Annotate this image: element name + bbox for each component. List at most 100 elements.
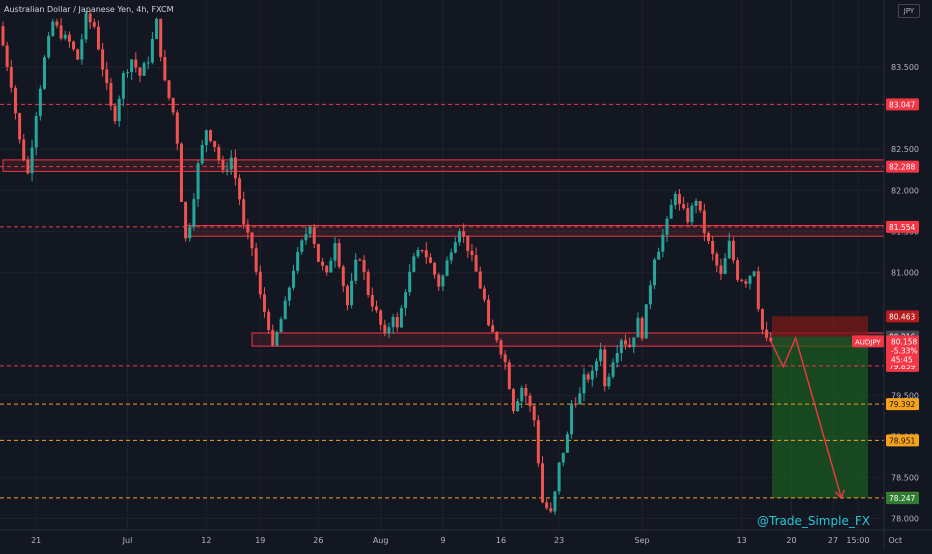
candle-body [283, 300, 287, 320]
candle-body [590, 370, 594, 380]
candle-body [358, 259, 362, 261]
candle-body [723, 258, 727, 274]
candle-body [159, 18, 163, 57]
current-price-line: 80.158 [891, 337, 917, 346]
candle-body [267, 311, 271, 331]
price-levels [0, 103, 884, 499]
candle-body [756, 271, 760, 310]
candle-body [304, 234, 308, 241]
candle-body [765, 329, 769, 338]
candle-body [96, 26, 100, 50]
candle-body [424, 250, 428, 258]
candle-body [109, 83, 113, 106]
level-price-tag-bg [886, 160, 919, 173]
candle-body [171, 98, 175, 113]
candle-body [686, 208, 690, 223]
candle-body [238, 178, 242, 200]
candle-body [333, 243, 337, 261]
candle-body [43, 57, 46, 89]
target-price-tag: 78.247 [889, 494, 915, 503]
candle-body [117, 98, 121, 122]
candle-body [292, 270, 295, 288]
candle-body [321, 261, 325, 266]
candle-body [296, 251, 300, 271]
candle-body [719, 265, 723, 274]
candle-body [607, 376, 611, 387]
candle-body [657, 251, 661, 260]
candle-body [242, 199, 246, 225]
candle-body [408, 271, 412, 293]
candle-body [134, 59, 138, 68]
candle-body [275, 332, 279, 346]
candle-body [34, 116, 38, 148]
candle-body [466, 235, 470, 251]
price-tick-label: 82.500 [891, 145, 919, 154]
candle-body [142, 63, 146, 76]
candle-body [221, 160, 225, 170]
sr-zone [2, 159, 885, 172]
candle-body [167, 80, 171, 99]
candle-body [707, 233, 710, 242]
candle-body [312, 227, 316, 244]
candle-body [669, 205, 673, 219]
candle-body [532, 405, 536, 421]
candle-body [391, 316, 395, 328]
candle-body [13, 87, 17, 114]
candle-body [26, 160, 30, 174]
candle-body [507, 362, 511, 390]
candle-body [516, 401, 520, 412]
candle-body [748, 275, 752, 284]
time-tick-label: Jul [122, 536, 133, 545]
candles [1, 9, 773, 516]
level-price-tag: 83.047 [889, 100, 915, 109]
candle-body [258, 271, 262, 295]
candle-body [337, 243, 341, 267]
time-tick-label: 27 [828, 536, 838, 545]
candle-body [536, 420, 540, 464]
time-tick-label: 13 [737, 536, 747, 545]
candle-body [586, 374, 590, 380]
candle-body [628, 344, 632, 348]
time-tick-label: Oct [888, 536, 902, 545]
candle-body [175, 112, 179, 144]
price-tick-label: 78.500 [891, 473, 919, 482]
candle-body [130, 59, 134, 73]
candle-body [30, 147, 34, 174]
level-price-tag-bg [886, 398, 919, 411]
candle-body [55, 21, 59, 26]
candle-body [673, 193, 677, 206]
candle-body [665, 218, 669, 235]
candle-body [412, 256, 416, 272]
candle-body [217, 147, 221, 161]
price-tick-label: 78.000 [891, 514, 919, 523]
candle-body [711, 241, 715, 254]
candle-body [553, 491, 557, 512]
candle-body [213, 141, 217, 148]
candle-body [561, 452, 565, 463]
candle-body [1, 26, 5, 46]
candle-body [416, 250, 420, 257]
candle-body [731, 240, 735, 261]
candle-body [155, 18, 159, 39]
candle-body [565, 434, 569, 453]
time-tick-label: 23 [554, 536, 564, 545]
candle-body [225, 169, 229, 171]
time-tick-label: Sep [635, 536, 650, 545]
candle-body [453, 242, 457, 253]
candle-body [38, 88, 42, 117]
candle-body [491, 325, 495, 333]
level-price-tag: 79.859 [889, 362, 915, 371]
candle-body [599, 349, 603, 362]
candle-body [105, 69, 109, 84]
candle-body [760, 309, 764, 330]
candle-body [541, 463, 544, 503]
currency-badge[interactable]: JPY [898, 4, 920, 18]
candle-body [150, 38, 154, 63]
candle-body [632, 337, 636, 348]
candle-body [350, 280, 354, 306]
candle-body [420, 250, 424, 252]
candle-body [188, 226, 192, 239]
candle-body [375, 306, 378, 311]
candle-body [146, 62, 150, 64]
